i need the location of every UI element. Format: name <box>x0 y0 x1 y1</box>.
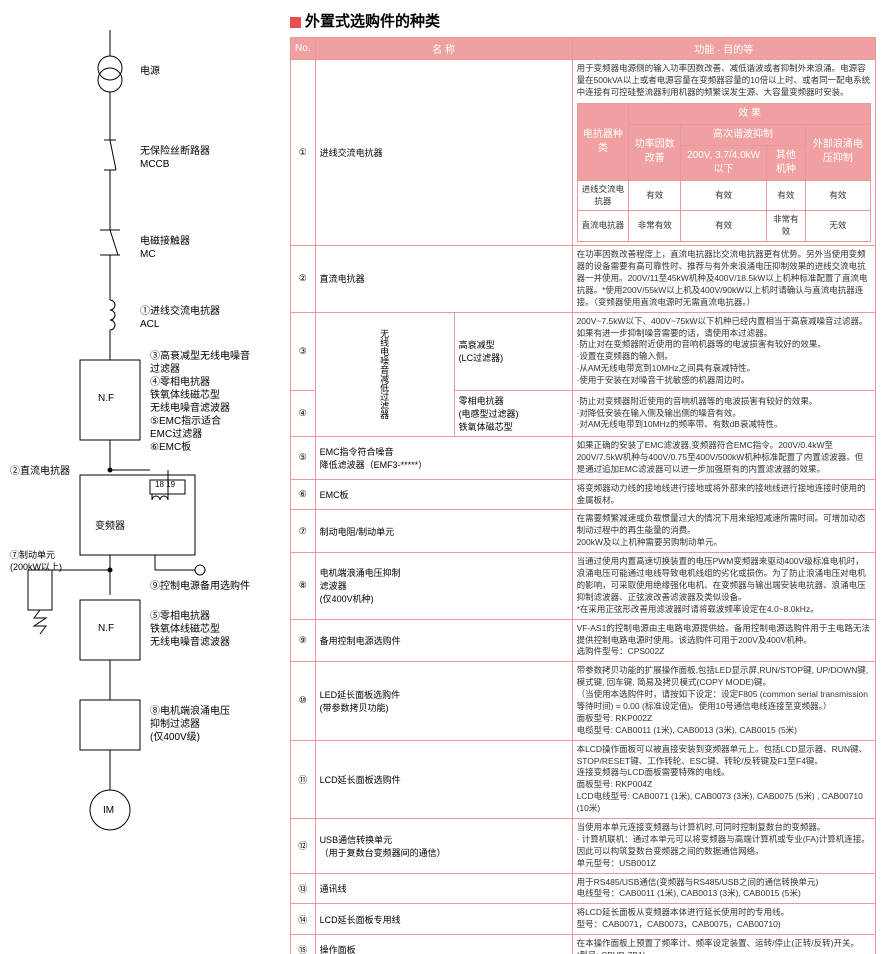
row-no: ③ <box>291 312 316 390</box>
row-desc: 当使用本单元连接变频器与计算机时,可同时控制复数台的变频器。 · 计算机联机：通… <box>572 818 875 873</box>
row-desc: VF-AS1的控制电源由主电路电源提供给。备用控制电源选购件用于主电路无法提供控… <box>572 619 875 662</box>
lbl-mc: 电磁接触器 MC <box>140 235 190 261</box>
row-name: 操作面板 <box>315 935 572 954</box>
row-desc: 将LCD延长面板从变频器本体进行延长使用时的专用线。 型号：CAB0071，CA… <box>572 904 875 935</box>
row-name: EMC板 <box>315 479 572 510</box>
lbl-nf2: N.F <box>98 622 114 635</box>
row-name: 直流电抗器 <box>315 246 572 312</box>
row-name: 备用控制电源选购件 <box>315 619 572 662</box>
lbl-inverter: 变频器 <box>95 520 125 533</box>
table-row: ③ 无线电噪音减低过滤器 高衰减型 (LC过滤器) 200V~7.5kW以下、4… <box>291 312 876 390</box>
row-name: 进线交流电抗器 <box>315 60 572 246</box>
table-row: ⑤ EMC指令符合噪音 降低滤波器（EMF3-*****） 如果正确的安装了EM… <box>291 437 876 480</box>
lbl-acl: ①进线交流电抗器 ACL <box>140 305 220 331</box>
row-desc: 在功率因数改善程度上，直流电抗器比交流电抗器更有优势。另外当使用变频器的设备需要… <box>572 246 875 312</box>
table-row: ⑩ LED延长面板选购件 (带参数拷贝功能) 带参数拷贝功能的扩展操作面板,包括… <box>291 662 876 740</box>
lbl-nf1-side: ③高衰减型无线电噪音 过滤器 ④零相电抗器 铁氧体线磁芯型 无线电噪音滤波器 ⑤… <box>150 350 250 454</box>
row-name: 电机端浪涌电压抑制 滤波器 (仅400V机种) <box>315 553 572 619</box>
row-desc: 在本操作面板上预置了频率计、频率设定装置、运转/停止(正转/反转)开关。 (型号… <box>572 935 875 954</box>
row-no: ⑧ <box>291 553 316 619</box>
table-row: ⑮ 操作面板 在本操作面板上预置了频率计、频率设定装置、运转/停止(正转/反转)… <box>291 935 876 954</box>
row-desc: 200V~7.5kW以下、400V~75kW以下机种已经内置相当于高衰减噪音过滤… <box>572 312 875 390</box>
row-desc: 带参数拷贝功能的扩展操作面板,包括LED显示屏,RUN/STOP键, UP/DO… <box>572 662 875 740</box>
row-name: 通讯线 <box>315 873 572 904</box>
table-row: ⑫ USB通信转换单元 （用于复数台变频器间的通信） 当使用本单元连接变频器与计… <box>291 818 876 873</box>
row-desc: ·防止对变频器附近使用的音响机器等的电波损害有较好的效果。 ·对降低安装在输入侧… <box>572 391 875 437</box>
row-no: ② <box>291 246 316 312</box>
table-row: ② 直流电抗器 在功率因数改善程度上，直流电抗器比交流电抗器更有优势。另外当使用… <box>291 246 876 312</box>
row-desc: 当通过使用内置高速切换装置的电压PWM变频器来驱动400V级标准电机时，浪涌电压… <box>572 553 875 619</box>
row-desc: 用于变频器电源侧的输入功率因数改善、减低谐波或者抑制外来浪涌。电源容量在500k… <box>572 60 875 246</box>
row-no: ⑫ <box>291 818 316 873</box>
table-row: ⑬ 通讯线 用于RS485/USB通信(变频器与RS485/USB之间的通信转换… <box>291 873 876 904</box>
lbl-dcl: ②直流电抗器 <box>10 465 70 478</box>
row-desc: 如果正确的安装了EMC滤波器,变频器符合EMC指令。200V/0.4kW至200… <box>572 437 875 480</box>
section-title: 外置式选购件的种类 <box>290 10 876 31</box>
options-table: No. 名 称 功能 · 目的等 ① 进线交流电抗器 用于变频器电源侧的输入功率… <box>290 37 876 954</box>
row-no: ⑪ <box>291 740 316 818</box>
lbl-brake: ⑦制动单元 (200kW以上) <box>10 550 62 573</box>
reactor-subtable: 电抗器种类效 果 功率因数改善高次谐波抑制外部浪涌电压抑制 200V, 3.7/… <box>577 103 871 243</box>
row-no: ⑬ <box>291 873 316 904</box>
lbl-power: 电源 <box>140 65 160 78</box>
row-no: ⑨ <box>291 619 316 662</box>
lbl-terminals: 18 19 <box>155 480 175 490</box>
table-row: ⑥ EMC板 将变频器动力线的接地线进行接地或将外部来的接地线进行接地连接时使用… <box>291 479 876 510</box>
row-name: LED延长面板选购件 (带参数拷贝功能) <box>315 662 572 740</box>
row-no: ⑮ <box>291 935 316 954</box>
row-no: ⑭ <box>291 904 316 935</box>
row-name: USB通信转换单元 （用于复数台变频器间的通信） <box>315 818 572 873</box>
row-no: ⑩ <box>291 662 316 740</box>
lbl-motor-filter: ⑧电机端浪涌电压 抑制过滤器 (仅400V级) <box>150 705 230 744</box>
lbl-backup: ⑨控制电源备用选购件 <box>150 580 250 593</box>
lbl-nf2-side: ⑤零相电抗器 铁氧体线磁芯型 无线电噪音滤波器 <box>150 610 230 649</box>
lbl-motor: IM <box>103 804 114 817</box>
row-no: ④ <box>291 391 316 437</box>
row-name: LCD延长面板专用线 <box>315 904 572 935</box>
name-group: 无线电噪音减低过滤器 <box>315 312 454 436</box>
table-row: ⑪ LCD延长面板选购件 本LCD操作面板可以被直接安装到变频器单元上。包括LC… <box>291 740 876 818</box>
row-name: 高衰减型 (LC过滤器) <box>454 312 572 390</box>
row-desc: 在需要频繁减速或负载惯量过大的情况下用来缩短减速所需时间。可增加动态制动过程中的… <box>572 510 875 553</box>
row-no: ⑦ <box>291 510 316 553</box>
row-desc: 本LCD操作面板可以被直接安装到变频器单元上。包括LCD显示器、RUN键、STO… <box>572 740 875 818</box>
row-no: ⑤ <box>291 437 316 480</box>
row-no: ① <box>291 60 316 246</box>
row-desc: 用于RS485/USB通信(变频器与RS485/USB之间的通信转换单元) 电线… <box>572 873 875 904</box>
table-row: ⑨ 备用控制电源选购件 VF-AS1的控制电源由主电路电源提供给。备用控制电源选… <box>291 619 876 662</box>
table-row: ① 进线交流电抗器 用于变频器电源侧的输入功率因数改善、减低谐波或者抑制外来浪涌… <box>291 60 876 246</box>
lbl-nf1: N.F <box>98 392 114 405</box>
row-no: ⑥ <box>291 479 316 510</box>
row-name: EMC指令符合噪音 降低滤波器（EMF3-*****） <box>315 437 572 480</box>
row-name: LCD延长面板选购件 <box>315 740 572 818</box>
th-no: No. <box>291 38 316 60</box>
lbl-mccb: 无保险丝断路器 MCCB <box>140 145 210 171</box>
row-name: 制动电阻/制动单元 <box>315 510 572 553</box>
table-row: ⑧ 电机端浪涌电压抑制 滤波器 (仅400V机种) 当通过使用内置高速切换装置的… <box>291 553 876 619</box>
table-row: ⑦ 制动电阻/制动单元 在需要频繁减速或负载惯量过大的情况下用来缩短减速所需时间… <box>291 510 876 553</box>
row-desc: 将变频器动力线的接地线进行接地或将外部来的接地线进行接地连接时使用的金属板材。 <box>572 479 875 510</box>
row-name: 零相电抗器 (电感型过滤器) 铁氧体磁芯型 <box>454 391 572 437</box>
th-func: 功能 · 目的等 <box>572 38 875 60</box>
th-name: 名 称 <box>315 38 572 60</box>
table-row: ⑭ LCD延长面板专用线 将LCD延长面板从变频器本体进行延长使用时的专用线。 … <box>291 904 876 935</box>
